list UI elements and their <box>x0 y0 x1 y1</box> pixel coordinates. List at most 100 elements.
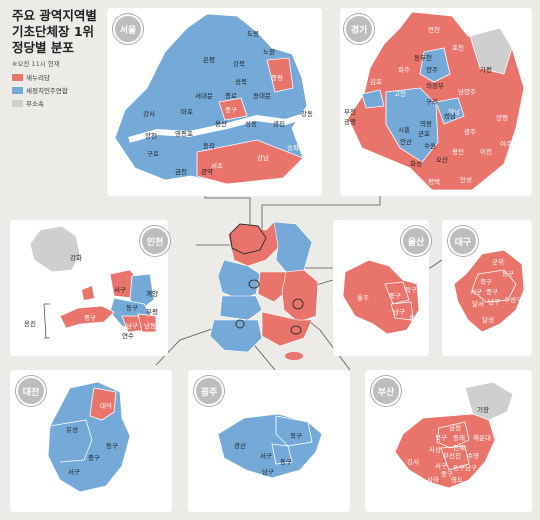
label-seoul-junggu: 중구 <box>225 106 237 114</box>
label-yongsan: 용산 <box>215 120 227 128</box>
gwangju-donggu-outline <box>271 443 293 465</box>
overview-daegu <box>292 298 304 310</box>
gyeonggi-gapyeong <box>469 27 513 75</box>
label-bucheon: 부천 <box>344 108 356 116</box>
label-yongin: 용인 <box>452 148 464 156</box>
leader-gyeonggi <box>261 190 381 236</box>
panel-ulsan: 울산 울주 중구 북구 남구 동구 <box>333 220 431 356</box>
label-busan-namgu: 남구 <box>465 464 477 472</box>
daejeon-yuseong-outline <box>49 419 93 463</box>
label-siheung: 시흥 <box>398 126 410 134</box>
label-dalseong: 달성 <box>482 316 494 324</box>
legend-label-independent: 무소속 <box>26 100 44 108</box>
overview-gangwon <box>273 221 313 273</box>
panel-daegu: 대구 군위 동구 북구 서구 중구 남구 수성구 달서 달성 <box>442 220 532 356</box>
label-gwangju-bukgu: 북구 <box>290 432 302 440</box>
label-eunpyeong: 은평 <box>203 56 215 64</box>
label-uijeongbu: 의정부 <box>426 82 444 90</box>
label-daejeon-seogu: 서구 <box>68 468 80 476</box>
label-ulsan-namgu: 남구 <box>393 308 405 316</box>
overview-busan <box>290 325 302 335</box>
label-jungnang: 중랑 <box>271 74 283 82</box>
gyeonggi-uijeongbu-area <box>419 47 451 83</box>
label-gangdong: 강동 <box>301 110 313 118</box>
label-dongducheon: 동두천 <box>414 54 432 62</box>
panel-incheon: 인천 강화 서구 계양 동구 부평 중구 남구 남동 연수 옹진 <box>10 220 170 356</box>
label-dobong: 도봉 <box>247 30 259 38</box>
time-note: ※오전 11시 현재 <box>12 60 60 68</box>
label-suseong: 수성구 <box>504 296 522 304</box>
label-gunwi: 군위 <box>492 258 504 266</box>
label-yangju: 양주 <box>426 66 438 74</box>
label-anseong: 안성 <box>460 176 472 184</box>
label-gangbuk: 강북 <box>233 60 245 68</box>
label-daejeon-junggu: 중구 <box>88 454 100 462</box>
label-gwangju-seogu: 서구 <box>260 452 272 460</box>
badge-daejeon: 대전 <box>16 376 46 406</box>
label-ulju: 울주 <box>357 294 369 302</box>
gyeonggi-seongnam <box>435 97 465 125</box>
daegu-core-outline <box>471 269 517 303</box>
label-nowon: 노원 <box>263 48 275 56</box>
legend-label-saenuri: 새누리당 <box>26 74 50 82</box>
panel-daejeon: 대전 대덕 유성 동구 중구 서구 <box>10 370 172 512</box>
gyeonggi-siheung-area <box>385 87 439 163</box>
label-suyeong: 수영 <box>467 452 479 460</box>
legend-item-independent: 무소속 <box>12 98 68 108</box>
seoul-junggu <box>218 97 248 121</box>
label-guro: 구로 <box>147 150 159 158</box>
label-pocheon: 포천 <box>452 44 464 52</box>
label-namyangju: 남양주 <box>458 88 476 96</box>
label-bupyeong: 부평 <box>146 308 158 316</box>
label-yangpyeong: 양평 <box>496 114 508 122</box>
label-songpa: 송파 <box>287 144 299 152</box>
label-gijang: 기장 <box>477 406 489 414</box>
label-pyeongtaek: 평택 <box>428 178 440 186</box>
label-yeongdeungpo: 영등포 <box>175 130 193 138</box>
gwangju-bukgu-outline <box>275 415 313 447</box>
title-line-2: 기초단체장 1위 <box>12 24 95 39</box>
label-geumjeong: 금정 <box>449 424 461 432</box>
overview-gyeongbuk <box>281 269 319 323</box>
badge-daegu: 대구 <box>448 226 478 256</box>
label-gwangmyeong: 광명 <box>344 118 356 126</box>
label-yangcheon: 양천 <box>145 132 157 140</box>
badge-busan: 부산 <box>371 376 401 406</box>
label-ganghwa: 강화 <box>70 254 82 262</box>
label-dongdaemun: 동대문 <box>253 92 271 100</box>
label-daegu-junggu: 중구 <box>486 288 498 296</box>
title-line-1: 주요 광역지역별 <box>12 8 97 23</box>
legend-swatch-npad <box>12 86 23 94</box>
label-ongjin: 옹진 <box>24 320 36 328</box>
busan-north-outline <box>436 421 470 449</box>
map-title: 주요 광역지역별 기초단체장 1위 정당별 분포 <box>12 8 97 56</box>
label-suwon: 수원 <box>424 142 436 150</box>
label-paju: 파주 <box>398 66 410 74</box>
label-hwaseong: 화성 <box>410 160 422 168</box>
legend-swatch-independent <box>12 99 23 107</box>
label-incheon-donggu: 동구 <box>126 304 138 312</box>
label-icheon: 이천 <box>480 148 492 156</box>
ulsan-namgu-outline <box>390 301 414 321</box>
overview-jeonbuk <box>219 295 263 321</box>
badge-ulsan: 울산 <box>401 226 431 256</box>
busan-area <box>394 413 496 489</box>
label-yeonje: 연제 <box>453 444 465 452</box>
badge-seoul: 서울 <box>113 14 143 44</box>
title-line-3: 정당별 분포 <box>12 40 74 55</box>
label-daejeon-donggu: 동구 <box>106 442 118 450</box>
overview-sejong <box>248 279 260 289</box>
label-sasang: 사상 <box>429 446 441 454</box>
incheon-junggu <box>59 305 115 329</box>
seoul-gangnam-area <box>196 139 304 185</box>
label-dalseo: 달서 <box>472 300 484 308</box>
label-dongjak: 동작 <box>203 142 215 150</box>
label-goyang: 고양 <box>394 90 406 98</box>
gyeonggi-bucheon <box>361 89 385 109</box>
label-busan-bukgu: 북구 <box>435 434 447 442</box>
korea-overview-map <box>209 221 319 360</box>
overview-jeju <box>285 352 303 360</box>
gwangju-area <box>217 413 323 479</box>
overview-gyeonggi-outline <box>229 223 267 255</box>
label-gwangju-namgu: 남구 <box>262 468 274 476</box>
